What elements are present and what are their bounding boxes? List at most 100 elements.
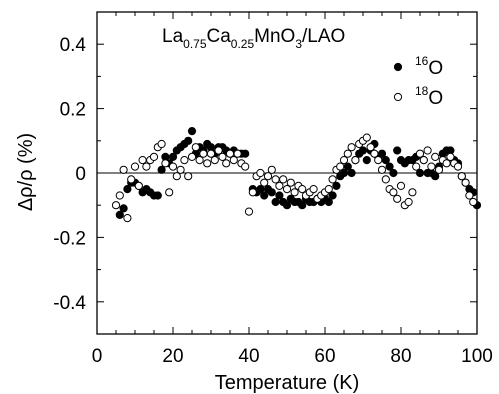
point-16O	[393, 146, 402, 155]
point-18O	[290, 188, 299, 197]
point-16O	[282, 201, 292, 210]
point-18O	[423, 146, 432, 155]
point-18O	[119, 165, 128, 174]
point-18O	[111, 201, 121, 210]
point-16O	[157, 165, 166, 174]
point-16O	[332, 181, 341, 190]
point-18O	[275, 181, 284, 190]
x-tick-label: 0	[92, 346, 103, 367]
point-18O	[457, 172, 466, 181]
point-18O	[214, 146, 223, 155]
point-18O	[465, 191, 474, 200]
y-tick-label: -0.4	[53, 293, 86, 314]
point-18O	[370, 149, 379, 158]
point-18O	[165, 188, 174, 197]
point-18O	[415, 149, 425, 158]
point-18O	[404, 197, 413, 207]
point-18O	[339, 156, 349, 165]
point-18O	[351, 156, 360, 165]
point-18O	[210, 156, 219, 165]
point-18O	[412, 162, 421, 171]
point-18O	[180, 156, 189, 165]
data-points	[111, 127, 482, 223]
point-18O	[286, 178, 295, 187]
point-18O	[172, 172, 181, 181]
point-18O	[434, 165, 444, 174]
point-18O	[389, 188, 398, 197]
point-18O	[222, 159, 231, 168]
point-18O	[469, 197, 478, 207]
point-18O	[206, 149, 216, 158]
point-18O	[184, 172, 193, 181]
point-16O	[153, 191, 162, 200]
point-16O	[431, 172, 440, 181]
point-18O	[256, 168, 265, 178]
point-18O	[248, 188, 257, 197]
legend-label: 16O	[415, 54, 443, 79]
point-18O	[396, 181, 406, 190]
point-18O	[195, 156, 204, 165]
point-18O	[157, 139, 166, 149]
point-18O	[176, 165, 185, 174]
y-axis-title: Δρ/ρ (%)	[15, 133, 37, 211]
point-16O	[275, 191, 284, 200]
point-18O	[244, 207, 254, 216]
point-16O	[187, 127, 197, 136]
y-tick-label: 0	[75, 164, 86, 185]
x-axis-title: Temperature (K)	[215, 372, 360, 394]
point-18O	[123, 214, 132, 223]
point-18O	[134, 181, 143, 190]
point-16O	[271, 197, 280, 207]
point-16O	[324, 197, 333, 207]
point-18O	[347, 143, 356, 152]
point-16O	[267, 188, 276, 197]
point-16O	[328, 191, 337, 200]
point-16O	[119, 204, 128, 213]
point-18O	[263, 172, 273, 181]
point-18O	[229, 156, 238, 165]
point-16O	[298, 201, 307, 210]
point-18O	[271, 175, 280, 184]
point-16O	[381, 156, 390, 165]
point-18O	[149, 152, 159, 161]
point-18O	[282, 185, 292, 194]
point-18O	[362, 133, 371, 142]
legend-marker	[393, 92, 403, 102]
point-18O	[161, 159, 170, 168]
point-18O	[309, 185, 318, 194]
point-18O	[408, 188, 417, 197]
x-tick-label: 60	[314, 346, 335, 367]
point-16O	[184, 136, 193, 145]
point-16O	[115, 210, 124, 219]
point-18O	[366, 143, 375, 152]
legend-label: 18O	[415, 84, 443, 109]
point-18O	[328, 175, 337, 184]
point-16O	[389, 168, 398, 178]
point-18O	[130, 162, 140, 171]
y-tick-label: 0.2	[60, 100, 86, 121]
point-18O	[187, 152, 197, 161]
point-18O	[115, 191, 124, 200]
point-18O	[381, 175, 390, 184]
point-18O	[427, 162, 436, 171]
point-16O	[362, 156, 371, 165]
point-18O	[142, 162, 151, 171]
point-18O	[127, 175, 136, 184]
point-16O	[123, 185, 132, 194]
point-18O	[453, 162, 463, 171]
point-18O	[374, 156, 383, 165]
point-18O	[241, 162, 250, 171]
point-18O	[233, 149, 242, 158]
point-18O	[279, 175, 288, 184]
point-18O	[199, 149, 208, 158]
point-18O	[446, 152, 455, 161]
point-18O	[138, 156, 147, 165]
point-18O	[393, 194, 402, 203]
point-18O	[461, 178, 470, 187]
point-16O	[358, 146, 368, 155]
point-16O	[241, 149, 250, 158]
point-16O	[260, 191, 269, 200]
tick-labels: 0 20 40 60 80 100 -0.4 -0.2 0 0.2 0.4	[53, 35, 493, 367]
